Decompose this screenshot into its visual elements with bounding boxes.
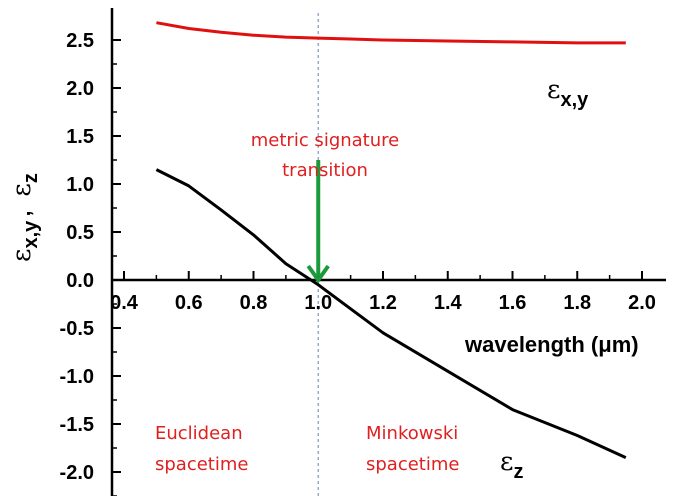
tick-labels: 2.5 2.0 1.5 1.0 0.5 0.0 -0.5 -1.0 -1.5 -2.0 0.4 0.6… (60, 30, 656, 484)
x-tick-label: 0.8 (240, 292, 268, 314)
series-label-exy: εx,y (547, 75, 589, 111)
x-tick-label: 0.6 (175, 292, 203, 314)
euclidean-label-line1: Euclidean (155, 423, 243, 444)
y-tick-label: -1.0 (60, 366, 94, 388)
x-tick-label: 1.8 (563, 292, 591, 314)
x-tick-label: 1.0 (304, 292, 332, 314)
x-tick-label: 2.0 (628, 292, 656, 314)
metric-transition-label-line2: transition (282, 160, 368, 181)
euclidean-label-line2: spacetime (155, 454, 248, 475)
transition-arrow (306, 160, 330, 284)
y-tick-label: 0.0 (66, 270, 94, 292)
y-tick-label: 2.0 (66, 78, 94, 100)
x-tick-label: 0.4 (110, 292, 139, 314)
y-axis-title: εx,y,εz (7, 173, 42, 262)
arrow-head (306, 264, 330, 284)
series-line-ez (155, 168, 627, 459)
metric-transition-label-line1: metric signature (251, 130, 399, 151)
x-tick-label: 1.6 (499, 292, 527, 314)
y-axis-sub-xy: x,y (20, 220, 42, 249)
y-tick-label: -2.0 (60, 462, 94, 484)
y-tick-label: 1.5 (66, 126, 94, 148)
series-label-ez: εz (500, 447, 523, 483)
y-tick-label: 1.0 (66, 174, 94, 196)
y-axis-sub-z: z (20, 173, 42, 183)
series-line-exy (156, 21, 626, 45)
svg-text:εx,y,εz: εx,y,εz (7, 173, 42, 262)
minkowski-label-line1: Minkowski (366, 423, 458, 444)
minkowski-label-line2: spacetime (366, 454, 459, 475)
y-tick-label: 0.5 (66, 222, 94, 244)
y-tick-label: 2.5 (66, 30, 94, 52)
y-axis-eps-z: ε (7, 183, 37, 196)
y-tick-label: -1.5 (60, 414, 94, 436)
y-tick-label: -0.5 (60, 318, 94, 340)
y-axis-sep: , (13, 211, 35, 217)
x-tick-label: 1.2 (369, 292, 397, 314)
series-layer (155, 21, 627, 459)
y-axis-eps-xy: ε (7, 249, 37, 262)
x-axis-title: wavelength (μm) (464, 332, 639, 357)
x-tick-label: 1.4 (434, 292, 463, 314)
axes (110, 8, 666, 496)
